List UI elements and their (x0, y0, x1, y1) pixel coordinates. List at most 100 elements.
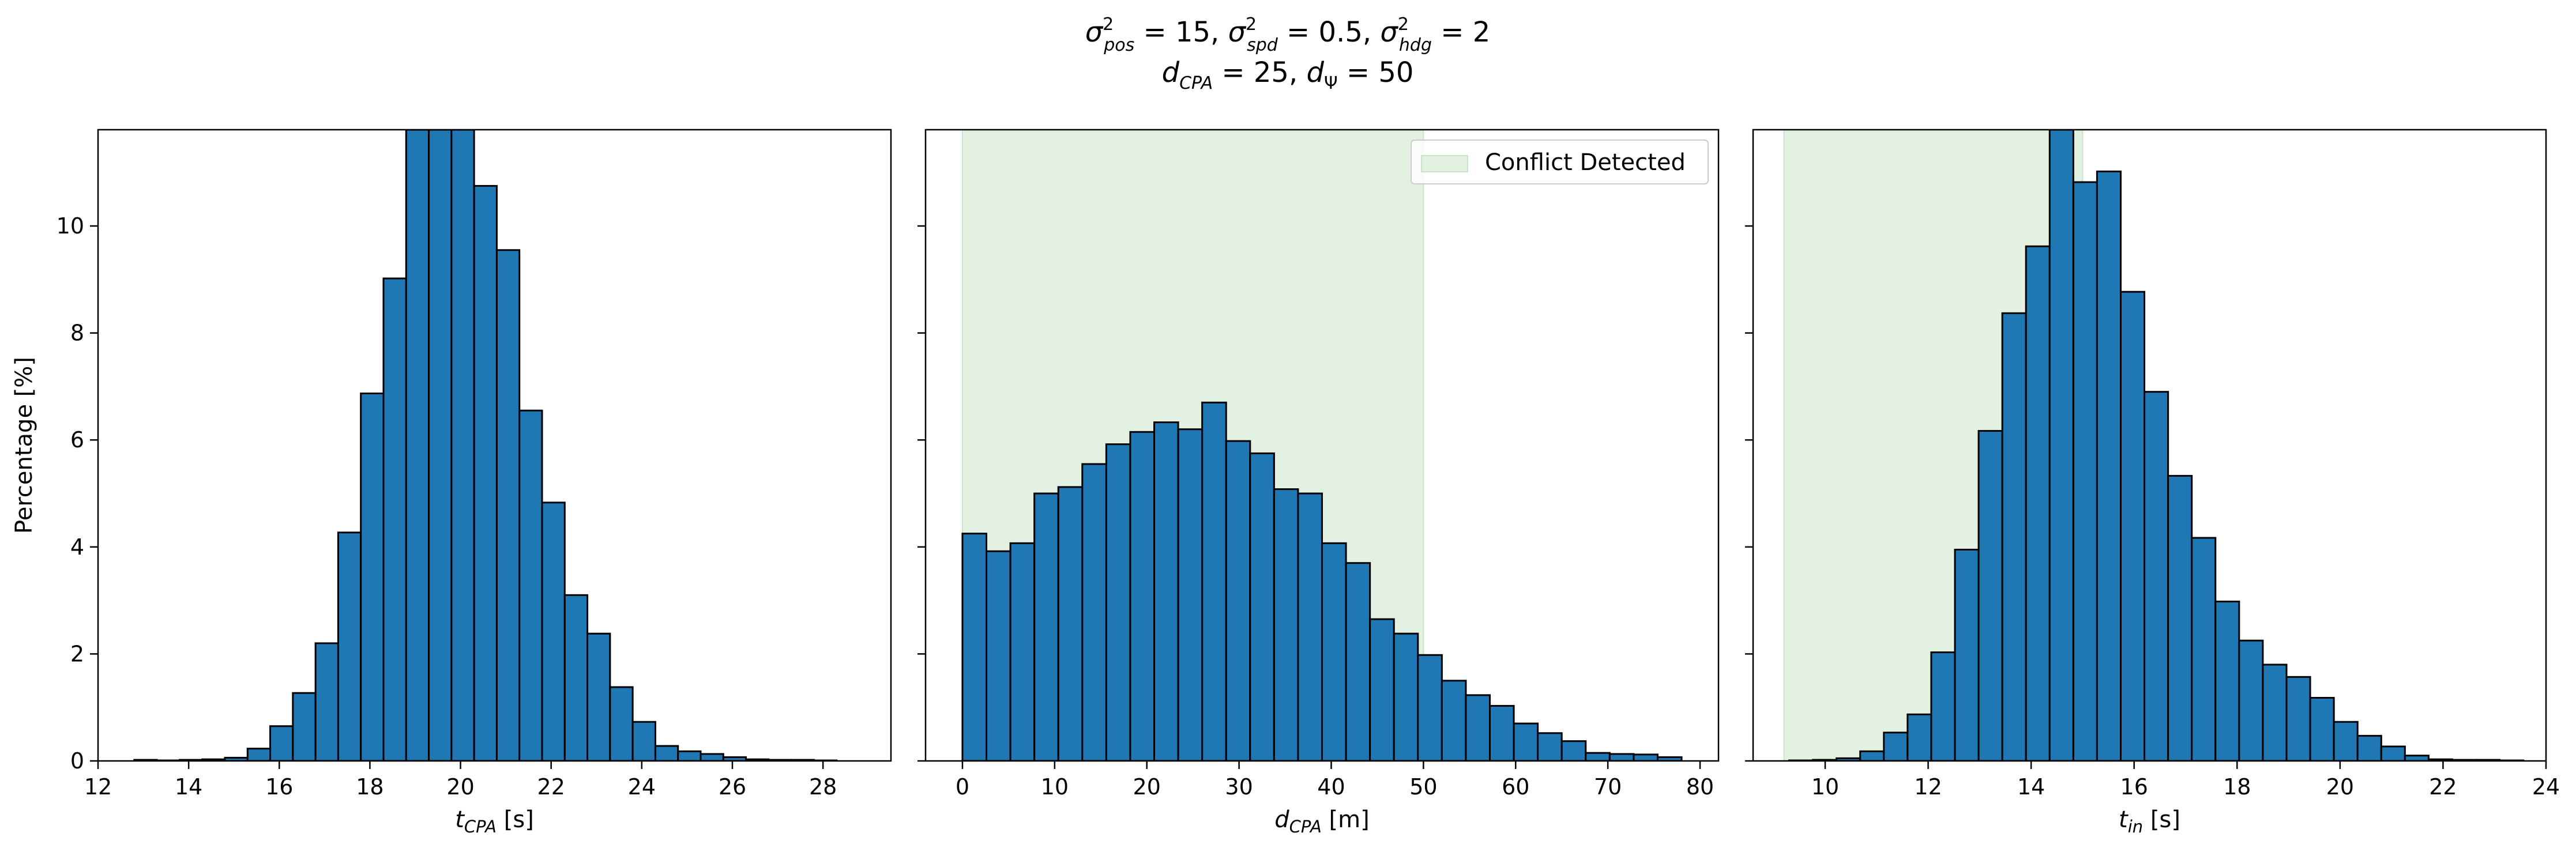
histogram-bar (2380, 745, 2406, 761)
histogram-panel-tin: 10 12 14 16 18 20 22 24 tin [s] (1745, 129, 2560, 836)
x-axis-label: dCPA [m] (1274, 806, 1369, 836)
histogram-bar (1009, 542, 1036, 761)
histogram-bar (2120, 291, 2146, 761)
histogram-bar (2143, 391, 2169, 761)
histogram-bar (1441, 680, 1467, 761)
histogram-bar (1153, 421, 1179, 761)
histogram-bar (609, 686, 634, 761)
histogram-bar (450, 130, 475, 761)
y-tick-label: 0 (70, 748, 84, 774)
histogram-bar (1608, 753, 1635, 761)
x-tick-label: 50 (1409, 774, 1437, 800)
histogram-bar (2191, 537, 2217, 761)
histogram-bar (1129, 431, 1156, 761)
x-tick-label: 22 (2429, 774, 2457, 800)
x-tick-label: 70 (1594, 774, 1622, 800)
plot-area (961, 130, 1683, 761)
histogram-bar (1859, 750, 1885, 761)
histogram-bar (382, 277, 407, 761)
x-tick-label: 0 (956, 774, 969, 800)
x-tick-label: 10 (1041, 774, 1069, 800)
histogram-bar (2356, 734, 2382, 761)
x-tick-label: 28 (809, 774, 837, 800)
x-tick-label: 20 (1133, 774, 1161, 800)
histogram-bar (1081, 463, 1107, 761)
histogram-bar (1977, 429, 2003, 761)
plot-area (133, 130, 838, 761)
histogram-bar (541, 502, 566, 761)
histogram-bar (2238, 639, 2264, 761)
histogram-bar (495, 249, 521, 761)
histogram-bar (1906, 713, 1932, 761)
y-tick-label: 2 (70, 641, 84, 666)
histogram-bar (518, 409, 543, 761)
x-tick-label: 18 (2223, 774, 2251, 800)
plot-area (1783, 130, 2525, 761)
x-tick-label: 24 (628, 774, 656, 800)
histogram-bar (631, 721, 656, 761)
x-tick-label: 40 (1317, 774, 1345, 800)
histogram-bar (654, 745, 679, 761)
histogram-bar (986, 550, 1011, 761)
histogram-bar (2048, 130, 2074, 761)
y-tick-label: 4 (70, 534, 84, 560)
histogram-bar (2333, 721, 2359, 761)
x-tick-label: 10 (1811, 774, 1839, 800)
histogram-bar (1954, 548, 1980, 761)
x-tick-label: 18 (356, 774, 383, 800)
histogram-bar (1249, 452, 1275, 761)
histogram-bar (1057, 486, 1084, 761)
histogram-bar (1297, 492, 1323, 761)
histogram-bar (1633, 753, 1659, 761)
legend: Conflict Detected (1411, 140, 1709, 184)
histogram-bar (2025, 245, 2051, 761)
histogram-bar (473, 184, 498, 761)
y-tick-label: 10 (57, 213, 84, 239)
histogram-bar (1465, 694, 1491, 761)
x-tick-label: 24 (2532, 774, 2560, 800)
histogram-bar (246, 748, 272, 761)
x-tick-label: 80 (1686, 774, 1714, 800)
x-tick-label: 12 (1914, 774, 1942, 800)
histogram-bar (1105, 443, 1131, 761)
histogram-bar (1560, 740, 1587, 761)
histogram-bar (337, 531, 362, 761)
x-tick-label: 26 (719, 774, 746, 800)
histogram-bar (2096, 170, 2122, 761)
histogram-bar (586, 632, 611, 761)
x-tick-label: 14 (2017, 774, 2045, 800)
legend-label: Conflict Detected (1485, 149, 1686, 176)
histogram-bar (2167, 474, 2193, 761)
legend-swatch (1421, 155, 1468, 172)
x-tick-label: 12 (84, 774, 112, 800)
axes-frame (97, 129, 892, 762)
histogram-bar (360, 392, 385, 761)
histogram-bar (1033, 492, 1059, 761)
axes-frame (924, 129, 1720, 762)
histogram-bar (677, 750, 702, 761)
x-tick-label: 14 (175, 774, 202, 800)
histogram-bar (2072, 181, 2098, 761)
histogram-bar (1513, 722, 1539, 761)
histogram-panel-dcpa: 0 10 20 30 40 50 60 70 80 dCPA [m] Conflict Detect… (917, 129, 1720, 836)
legend-frame (1411, 140, 1709, 184)
histogram-bar (1345, 562, 1371, 761)
histogram-bar (405, 130, 430, 761)
histogram-bar (1393, 632, 1419, 761)
x-tick-label: 16 (265, 774, 293, 800)
histogram-bar (1417, 654, 1443, 761)
histogram-bar (1273, 488, 1299, 761)
y-tick-label: 6 (70, 427, 84, 453)
histogram-bar (1225, 440, 1251, 761)
x-axis-label: tin [s] (2119, 806, 2180, 836)
y-axis-label: Percentage [%] (11, 357, 37, 534)
histogram-bar (1488, 704, 1515, 761)
figure-title: σ2 pos = 15, σ2 spd = 0.5, σ2 hdg = 2 dCPA … (1085, 14, 1491, 93)
histogram-bar (1201, 401, 1227, 761)
histogram-bar (700, 753, 724, 761)
histogram-bar (1585, 752, 1611, 761)
histogram-bar (1930, 651, 1956, 761)
x-axis-label: tCPA [s] (455, 806, 534, 836)
histogram-bar (1369, 618, 1395, 761)
